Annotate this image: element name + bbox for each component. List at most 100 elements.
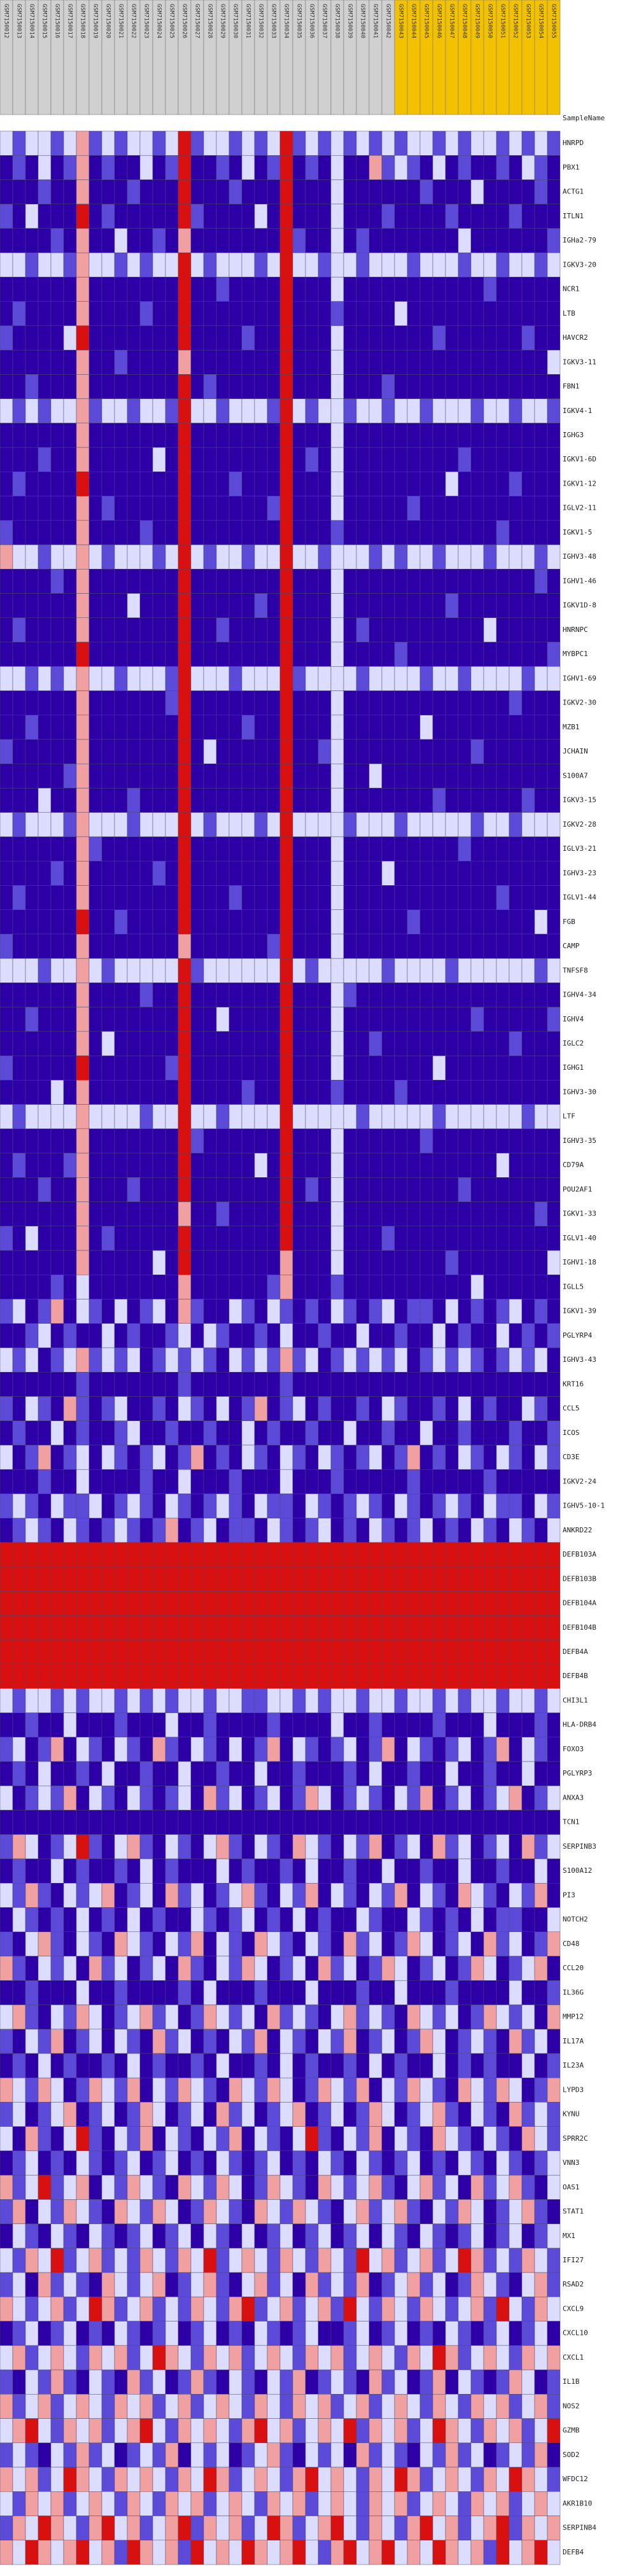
heat-cell xyxy=(12,1786,26,1810)
heat-cell xyxy=(496,1250,510,1275)
heat-cell xyxy=(38,1542,52,1567)
heat-cell xyxy=(445,1104,459,1130)
heat-cell xyxy=(38,1931,52,1957)
heat-cell xyxy=(216,130,230,156)
heat-cell xyxy=(38,325,52,351)
heat-cell xyxy=(12,398,26,424)
heat-cell xyxy=(127,204,141,229)
heat-cell xyxy=(419,1007,433,1032)
heat-cell xyxy=(114,1494,128,1518)
heat-cell xyxy=(12,1956,26,1981)
heat-cell xyxy=(279,1226,293,1251)
heat-cell xyxy=(470,1883,484,1908)
heat-cell xyxy=(483,1883,497,1908)
heat-cell xyxy=(127,2077,141,2103)
heat-cell xyxy=(292,666,306,691)
heat-cell xyxy=(178,1639,192,1665)
heat-cell xyxy=(38,1980,52,2005)
heat-cell xyxy=(419,1469,433,1494)
row-label: CXCL1 xyxy=(563,2353,584,2362)
heat-cell xyxy=(318,1347,332,1373)
heat-cell xyxy=(190,520,204,545)
heat-cell xyxy=(38,715,52,740)
heat-cell xyxy=(12,2369,26,2395)
heat-cell xyxy=(63,1688,77,1713)
heat-cell xyxy=(305,472,319,496)
column-label: GSM7150015 xyxy=(41,4,48,38)
heat-cell xyxy=(38,2248,52,2273)
heat-cell xyxy=(381,2345,395,2370)
heat-cell xyxy=(356,1031,370,1056)
heat-cell xyxy=(343,1396,357,1421)
heat-cell xyxy=(369,909,383,935)
heat-cell xyxy=(216,252,230,277)
heat-cell xyxy=(241,1639,255,1665)
heat-cell xyxy=(458,1737,472,1762)
heat-cell xyxy=(152,2199,166,2224)
heat-cell xyxy=(356,1688,370,1713)
heat-cell xyxy=(534,2369,548,2395)
heat-cell xyxy=(228,1980,242,2005)
heat-cell xyxy=(521,2248,535,2273)
heat-cell xyxy=(407,544,421,570)
heat-cell xyxy=(178,1445,192,1470)
heat-cell xyxy=(279,2321,293,2346)
heat-cell xyxy=(534,2394,548,2419)
heat-cell xyxy=(101,1177,115,1202)
heat-cell xyxy=(343,2174,357,2200)
heat-cell xyxy=(0,1518,13,1543)
heat-cell xyxy=(190,1104,204,1130)
heat-cell xyxy=(330,2442,344,2468)
heat-cell xyxy=(190,983,204,1007)
heat-cell xyxy=(38,2540,52,2565)
heat-cell xyxy=(152,934,166,959)
heat-cell xyxy=(63,179,77,204)
heat-cell xyxy=(165,715,179,740)
heat-cell xyxy=(432,2369,446,2395)
heat-cell xyxy=(152,1542,166,1567)
heat-cell xyxy=(165,983,179,1007)
heat-cell xyxy=(114,325,128,351)
heat-cell xyxy=(470,179,484,204)
heat-cell xyxy=(458,1761,472,1786)
heat-cell xyxy=(114,885,128,910)
heat-cell xyxy=(178,2467,192,2492)
row-label: IGKV3-11 xyxy=(563,358,596,366)
heat-cell xyxy=(152,958,166,983)
heat-cell xyxy=(25,1152,39,1178)
column-label: GSM7150012 xyxy=(3,4,10,38)
heat-cell xyxy=(88,2418,102,2444)
heat-cell xyxy=(445,2223,459,2249)
heat-cell xyxy=(394,1007,408,1032)
heat-cell xyxy=(165,812,179,837)
heat-cell xyxy=(330,1494,344,1518)
heat-cell xyxy=(216,277,230,302)
heat-cell xyxy=(0,2418,13,2444)
heat-cell xyxy=(88,715,102,740)
heat-cell xyxy=(356,2467,370,2492)
heat-cell xyxy=(63,1494,77,1518)
heat-cell xyxy=(330,252,344,277)
heat-cell xyxy=(381,1786,395,1810)
heat-cell xyxy=(38,1055,52,1081)
heat-cell xyxy=(496,958,510,983)
heat-cell xyxy=(343,1834,357,1859)
heat-cell xyxy=(534,1275,548,1299)
row-label: IGHV1-69 xyxy=(563,674,596,682)
row-label: IGLV1-44 xyxy=(563,893,596,902)
row-label: IGHV3-30 xyxy=(563,1088,596,1096)
heat-cell xyxy=(369,1883,383,1908)
heat-cell xyxy=(381,641,395,667)
heat-cell xyxy=(369,983,383,1007)
heat-cell xyxy=(292,1858,306,1884)
row-label: PGLYRP3 xyxy=(563,1769,592,1777)
heat-cell xyxy=(139,1615,153,1641)
heat-cell xyxy=(152,2491,166,2516)
heat-cell xyxy=(369,1323,383,1348)
heat-cell xyxy=(114,2077,128,2103)
heat-cell xyxy=(279,1347,293,1373)
heat-cell xyxy=(127,1615,141,1641)
heat-cell xyxy=(25,958,39,983)
heat-cell xyxy=(63,2467,77,2492)
heat-cell xyxy=(152,1980,166,2005)
